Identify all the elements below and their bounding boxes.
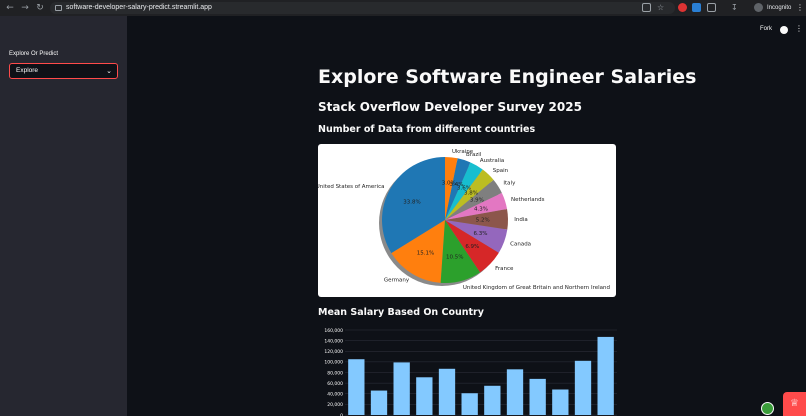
bar-mark: [506, 369, 524, 415]
bar-chart: 0 20,000 40,000 60,000 80,000 100,000 120,000 1…: [324, 328, 617, 416]
forward-icon[interactable]: →: [21, 3, 29, 13]
select-label: Explore Or Predict: [9, 51, 59, 57]
back-icon[interactable]: ←: [6, 3, 14, 13]
pie-category-label: Germany: [384, 277, 410, 283]
pie-slice: [445, 158, 471, 220]
bar-ytick-label: 140,000: [324, 338, 343, 344]
pie-category-label: Spain: [493, 168, 509, 174]
pie-category-label: Netherlands: [511, 197, 545, 203]
pie-category-label: Italy: [503, 181, 516, 187]
bar-ytick-label: 40,000: [327, 392, 343, 398]
bar-mark: [574, 360, 592, 415]
pie-category-label: Ukraine: [452, 149, 474, 155]
bar-mark: [370, 390, 388, 415]
sidebar: Explore Or Predict Explore ⌄: [0, 16, 127, 416]
pie-percent-label: 4.3%: [474, 206, 488, 212]
browser-menu-icon[interactable]: ⋮: [796, 3, 804, 12]
download-icon[interactable]: ↧: [731, 3, 738, 12]
main-content: Fork ⋮ Explore Software Engineer Salarie…: [127, 16, 806, 416]
bar-ytick-label: 80,000: [327, 370, 343, 376]
pie-percent-label: 3.6%: [457, 185, 471, 191]
bar-mark: [529, 378, 546, 415]
url-text: software-developer-salary-predict.stream…: [66, 4, 212, 11]
pie-slice: [445, 220, 508, 253]
pie-percent-label: 33.8%: [403, 200, 420, 206]
pie-slice: [445, 157, 458, 220]
pie-chart-card: 33.8% United States of America 15.1% German…: [318, 144, 616, 297]
pie-slice: [440, 220, 481, 283]
pie-slice: [391, 220, 445, 283]
pie-slice: [445, 169, 494, 220]
pie-category-label: Brazil: [466, 152, 482, 158]
extension-icon[interactable]: [692, 3, 701, 12]
bar-mark: [348, 359, 365, 415]
bar-mark: [393, 362, 410, 415]
pie-slice: [445, 220, 499, 273]
bar-mark: [552, 389, 569, 415]
pie-slice: [445, 179, 502, 220]
site-info-icon[interactable]: [55, 5, 62, 11]
pie-category-label: United Kingdom of Great Britain and Nort…: [463, 285, 610, 291]
incognito-icon: [754, 3, 763, 12]
extension-icon[interactable]: [678, 3, 687, 12]
bar-mark: [597, 336, 614, 415]
incognito-label[interactable]: Incognito: [767, 5, 792, 11]
pie-category-label: United States of America: [318, 184, 384, 190]
pie-category-label: France: [495, 266, 514, 272]
pie-percent-label: 10.5%: [446, 255, 463, 261]
address-bar[interactable]: software-developer-salary-predict.stream…: [50, 2, 675, 14]
bar-mark: [416, 377, 433, 415]
crown-icon[interactable]: ♕: [783, 392, 806, 416]
bar-ytick-label: 100,000: [324, 360, 343, 366]
pie-percent-label: 3.8%: [464, 191, 478, 197]
bar-ytick-label: 120,000: [324, 349, 343, 355]
browser-toolbar: ← → ↻ software-developer-salary-predict.…: [0, 0, 806, 16]
pie-percent-label: 3.0%: [442, 180, 456, 186]
pie-category-label: India: [514, 217, 528, 223]
bar-ytick-label: 0: [340, 413, 343, 416]
bookmark-star-icon[interactable]: ☆: [657, 3, 665, 12]
bar-chart-heading: Mean Salary Based On Country: [318, 307, 484, 318]
select-value: Explore: [16, 67, 39, 74]
bar-ytick-label: 20,000: [327, 402, 343, 408]
pie-category-label: Australia: [480, 158, 504, 164]
bar-mark: [461, 393, 478, 415]
puzzle-icon[interactable]: [707, 3, 716, 12]
explore-predict-select[interactable]: Explore ⌄: [9, 63, 118, 79]
pie-slice: [445, 162, 483, 220]
reload-icon[interactable]: ↻: [36, 3, 44, 13]
streamlit-status-icon[interactable]: [761, 402, 774, 415]
fork-button[interactable]: Fork: [760, 26, 772, 32]
pie-slice: [382, 157, 445, 254]
chevron-down-icon: ⌄: [106, 67, 112, 75]
pie-chart-heading: Number of Data from different countries: [318, 124, 536, 135]
pie-slice: [445, 208, 508, 230]
page-title: Explore Software Engineer Salaries: [318, 66, 697, 88]
app-menu-icon[interactable]: ⋮: [795, 24, 803, 33]
page-subtitle: Stack Overflow Developer Survey 2025: [318, 100, 582, 114]
pie-chart: 33.8% United States of America 15.1% German…: [318, 149, 610, 291]
bar-mark: [438, 368, 456, 415]
pie-percent-label: 6.3%: [474, 231, 488, 237]
eye-off-icon[interactable]: [642, 3, 651, 12]
github-icon[interactable]: [780, 26, 788, 34]
bar-mark: [484, 385, 501, 415]
pie-slice: [445, 192, 508, 220]
pie-percent-label: 3.4%: [449, 182, 463, 188]
bar-ytick-label: 60,000: [327, 381, 343, 387]
pie-percent-label: 15.1%: [417, 250, 434, 256]
pie-percent-label: 5.2%: [476, 218, 490, 224]
pie-percent-label: 3.9%: [470, 198, 484, 204]
pie-percent-label: 6.9%: [465, 244, 479, 250]
pie-category-label: Canada: [510, 242, 531, 248]
bar-ytick-label: 160,000: [324, 328, 343, 334]
